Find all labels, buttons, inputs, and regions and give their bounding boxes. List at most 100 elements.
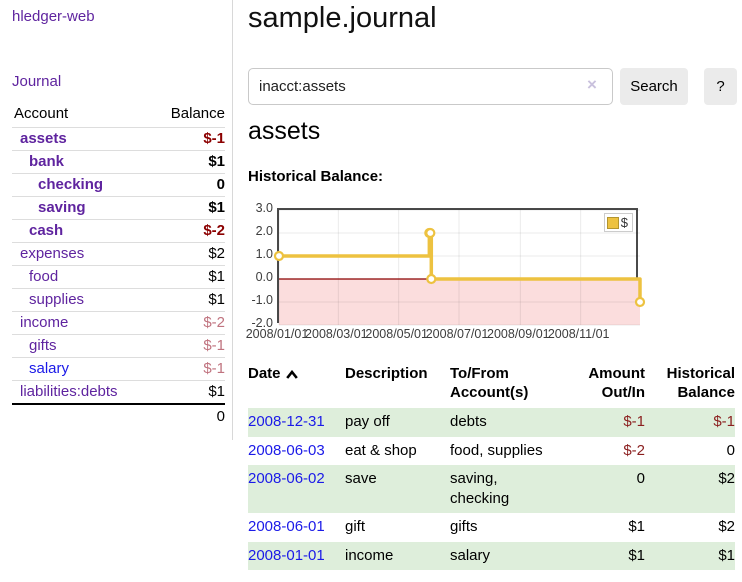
transaction-date-cell: 2008-12-31	[248, 408, 345, 437]
account-name-cell: supplies	[12, 288, 151, 312]
account-balance: $-1	[150, 357, 225, 381]
account-row: saving $1	[12, 196, 225, 220]
transaction-tofrom-accounts: food, supplies	[450, 441, 543, 459]
chart-title: Historical Balance:	[248, 168, 384, 185]
account-name-cell: food	[12, 265, 151, 289]
transaction-amount: $-1	[560, 408, 645, 437]
x-tick-label: 2008/05/01	[365, 327, 428, 341]
account-link[interactable]: gifts	[29, 337, 57, 354]
account-link[interactable]: saving	[38, 199, 86, 216]
transaction-date-link[interactable]: 2008-06-03	[248, 441, 325, 459]
chart-plot-area[interactable]: $	[273, 208, 646, 326]
register-header-tofrom: To/From Account(s)	[450, 365, 529, 402]
account-balance: $-2	[150, 219, 225, 243]
transaction-date-cell: 2008-01-01	[248, 541, 345, 570]
account-balance: $2	[150, 242, 225, 266]
y-tick-label: -1.0	[251, 292, 273, 307]
account-link[interactable]: supplies	[29, 291, 85, 308]
x-tick-label: 2008/03/01	[305, 327, 368, 341]
app-title-link[interactable]: hledger-web	[12, 8, 95, 25]
data-point[interactable]	[634, 296, 646, 308]
account-row: income $-2	[12, 311, 225, 335]
transaction-date-link[interactable]: 2008-06-01	[248, 518, 325, 536]
legend-label: $	[620, 215, 628, 230]
register-header-date[interactable]: Date	[248, 362, 345, 408]
transaction-date-link[interactable]: 2008-01-01	[248, 546, 325, 564]
transaction-row[interactable]: 2008-06-02 save saving, checking 0 $2	[248, 464, 735, 514]
transaction-description: save	[345, 464, 450, 514]
y-tick-label: 1.0	[255, 246, 273, 261]
account-balance: $1	[150, 288, 225, 312]
account-link[interactable]: assets	[20, 130, 67, 147]
x-tick-label: 2008/09/01	[487, 327, 550, 341]
transaction-tofrom-accounts: salary	[450, 541, 560, 570]
x-tick-label: 2008/01/01	[245, 327, 309, 341]
account-link[interactable]: checking	[38, 176, 104, 193]
help-button[interactable]: ?	[704, 68, 737, 105]
x-tick-label: 2008/11/01	[547, 327, 610, 341]
y-tick-label: 3.0	[255, 200, 273, 215]
search-input[interactable]	[248, 68, 613, 105]
transaction-balance: $2	[645, 464, 735, 514]
chart-legend: $	[603, 213, 633, 232]
clear-search-icon[interactable]: ×	[587, 75, 597, 94]
transaction-date-link[interactable]: 2008-06-02	[248, 469, 325, 487]
account-row: bank $1	[12, 150, 225, 174]
account-balance: $-1	[150, 127, 225, 151]
account-link[interactable]: income	[20, 314, 69, 331]
historical-balance-chart: $ 3.0 2.0 1.0 0.0 -1.0 -2.0 2008/01/01 2008/03/…	[245, 200, 688, 345]
account-name-cell: expenses	[12, 242, 151, 266]
transaction-tofrom-accounts: debts	[450, 408, 560, 437]
search-button[interactable]: Search	[620, 68, 688, 105]
transaction-tofrom-accounts: saving, checking	[450, 464, 560, 514]
account-link[interactable]: food	[29, 268, 59, 285]
account-name-cell: liabilities:debts	[12, 380, 151, 404]
register-header-row: Date Description To/From Account(s) Amou…	[248, 362, 735, 408]
transaction-balance: $2	[718, 518, 735, 536]
account-balance: 0	[150, 173, 225, 197]
data-point[interactable]	[425, 227, 436, 239]
account-link[interactable]: expenses	[20, 245, 85, 262]
transaction-row[interactable]: 2008-06-03 eat & shop food, supplies $-2 0	[248, 437, 735, 465]
account-balance: $-2	[150, 311, 225, 335]
account-balance: $1	[150, 380, 225, 404]
transaction-date-cell: 2008-06-02	[248, 464, 345, 514]
transaction-balance: $-1	[645, 408, 735, 437]
data-point[interactable]	[273, 250, 285, 262]
transaction-date-link[interactable]: 2008-12-31	[248, 413, 325, 431]
transaction-date-cell: 2008-06-03	[248, 437, 345, 465]
account-name-cell: cash	[12, 219, 151, 243]
account-row: cash $-2	[12, 219, 225, 243]
accounts-total-row: 0	[12, 403, 225, 428]
y-tick-label: 0.0	[255, 269, 273, 284]
accounts-header-account: Account	[14, 105, 69, 122]
y-tick-label: 2.0	[255, 223, 273, 238]
transaction-amount: $1	[560, 541, 645, 570]
transaction-balance: 0	[726, 441, 735, 459]
account-name-cell: income	[12, 311, 151, 335]
account-link[interactable]: bank	[29, 153, 65, 170]
transaction-description: gift	[345, 518, 366, 536]
account-link[interactable]: salary	[29, 360, 70, 377]
account-row: gifts $-1	[12, 334, 225, 358]
account-row: expenses $2	[12, 242, 225, 266]
account-link[interactable]: liabilities:debts	[20, 383, 118, 400]
transaction-row[interactable]: 2008-06-01 gift gifts $1 $2	[248, 513, 735, 541]
data-point[interactable]	[426, 273, 437, 285]
sidebar-item-journal[interactable]: Journal	[12, 73, 62, 90]
transaction-description: pay off	[345, 408, 450, 437]
account-row: salary $-1	[12, 357, 225, 381]
register-header-amount: Amount Out/In	[588, 365, 645, 402]
y-tick-label: -2.0	[251, 315, 273, 330]
accounts-header-balance: Balance	[170, 105, 225, 122]
transaction-row[interactable]: 2008-12-31 pay off debts $-1 $-1	[248, 408, 735, 437]
account-link[interactable]: cash	[29, 222, 64, 239]
account-name-cell: salary	[12, 357, 151, 381]
account-row: supplies $1	[12, 288, 225, 312]
account-row: checking 0	[12, 173, 225, 197]
transaction-row[interactable]: 2008-01-01 income salary $1 $1	[248, 541, 735, 570]
accounts-header-row: Account Balance	[12, 105, 225, 128]
register-header-balance: Historical Balance	[666, 365, 735, 402]
register-table: Date Description To/From Account(s) Amou…	[248, 362, 735, 570]
sidebar: hledger-web Journal Account Balance asse…	[0, 0, 233, 440]
